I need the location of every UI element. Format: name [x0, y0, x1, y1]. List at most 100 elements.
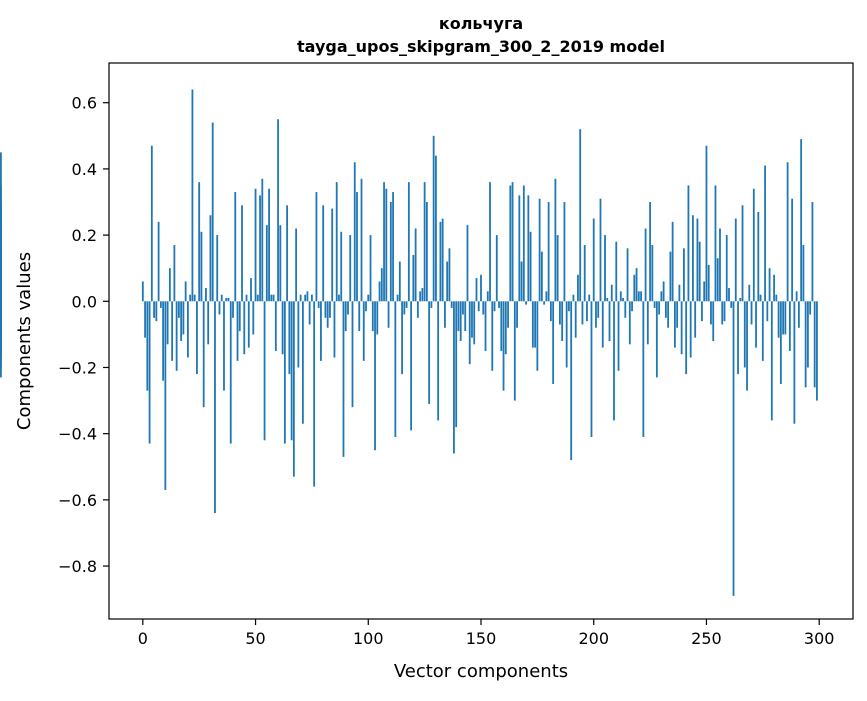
bar-74	[308, 301, 311, 325]
bar-195	[581, 301, 584, 325]
bar-286	[786, 162, 789, 302]
bar-39	[229, 301, 232, 444]
bar-177	[540, 251, 543, 302]
bar-37	[225, 297, 228, 302]
bar-288	[791, 198, 794, 302]
bar-265	[739, 297, 742, 302]
bar-259	[725, 235, 728, 302]
bar-65	[288, 301, 291, 375]
bar-113	[396, 294, 399, 302]
bar-7	[157, 221, 160, 302]
bar-55	[265, 225, 268, 302]
bar-58	[272, 294, 275, 302]
bar-73	[306, 291, 309, 302]
bar-99	[365, 301, 367, 312]
bar-266	[741, 205, 744, 302]
bar-162	[507, 301, 509, 328]
bar-250	[705, 145, 708, 302]
bar-116	[403, 301, 406, 315]
bar-26	[200, 231, 203, 302]
bar-254	[714, 185, 717, 302]
bar-230	[660, 291, 663, 302]
bar-52	[259, 195, 261, 302]
bar-294	[804, 301, 807, 388]
bar-136	[448, 248, 451, 302]
y-tick-label: 0.4	[72, 160, 97, 179]
bar-213	[622, 297, 624, 302]
bar-105	[378, 281, 381, 302]
bar-163	[509, 185, 512, 302]
bar-89	[342, 301, 345, 457]
bar-33	[216, 235, 219, 302]
bar-127	[428, 301, 431, 404]
bar-267	[743, 301, 746, 368]
bar-164	[511, 182, 514, 302]
bar-27	[202, 301, 205, 408]
bar-82	[326, 301, 329, 328]
y-tick-label: −0.2	[58, 358, 97, 377]
bar-271	[752, 188, 755, 302]
bar-154	[489, 182, 491, 302]
bar-22	[191, 89, 194, 302]
bar-48	[250, 278, 252, 302]
y-tick-label: 0.6	[72, 94, 97, 113]
bar-209	[613, 301, 615, 421]
bar-129	[432, 135, 435, 302]
bar-233	[667, 301, 670, 328]
bar-144	[466, 225, 469, 302]
bar-128	[430, 301, 433, 308]
bar-279	[770, 301, 773, 421]
bar-17	[180, 301, 183, 341]
bar-31	[211, 122, 214, 302]
bar-137	[450, 301, 453, 308]
bar-260	[728, 288, 730, 302]
bar-158	[498, 301, 500, 308]
bar-135	[446, 261, 449, 302]
bar-141	[459, 301, 462, 341]
bar-229	[658, 301, 661, 315]
bar-16	[177, 301, 180, 318]
bar-14	[173, 245, 176, 302]
bar-107	[383, 182, 385, 302]
x-axis-ticks: 0 50 100 150 200 250 300	[138, 619, 834, 648]
bar-276	[764, 165, 766, 302]
bar-231	[662, 281, 665, 302]
bar-114	[398, 261, 401, 302]
bar-242	[687, 185, 690, 302]
bar-249	[703, 281, 706, 302]
bar-117	[405, 301, 408, 308]
bar-122	[416, 301, 419, 318]
bar-176	[538, 198, 541, 302]
bar-189	[568, 301, 570, 312]
bar-222	[642, 301, 645, 437]
bar-296	[809, 301, 812, 315]
bar-32	[214, 301, 216, 514]
bar-120	[412, 254, 415, 302]
bar-131	[437, 301, 440, 421]
bar-94	[353, 162, 356, 302]
bar-66	[290, 301, 293, 441]
bar-36	[223, 301, 225, 391]
bar-240	[683, 248, 685, 302]
bar-50	[254, 188, 257, 302]
bar-257	[721, 301, 724, 325]
x-tick-label: 250	[691, 629, 722, 648]
bar-44	[241, 205, 243, 302]
bar-112	[394, 301, 397, 437]
bar-56	[268, 188, 270, 302]
bar-237	[676, 301, 679, 328]
bar-20	[187, 301, 189, 358]
bar-118	[407, 182, 410, 302]
bar-5	[153, 301, 155, 318]
bar-202	[597, 301, 600, 318]
bar-181	[549, 301, 552, 322]
chart-title-line1: кольчуга	[439, 14, 523, 33]
bar-215	[626, 248, 629, 302]
bar-291	[797, 301, 800, 328]
bar-143	[464, 301, 467, 332]
bar-278	[768, 268, 771, 302]
bar-211	[617, 301, 620, 371]
bar-180	[547, 202, 550, 302]
